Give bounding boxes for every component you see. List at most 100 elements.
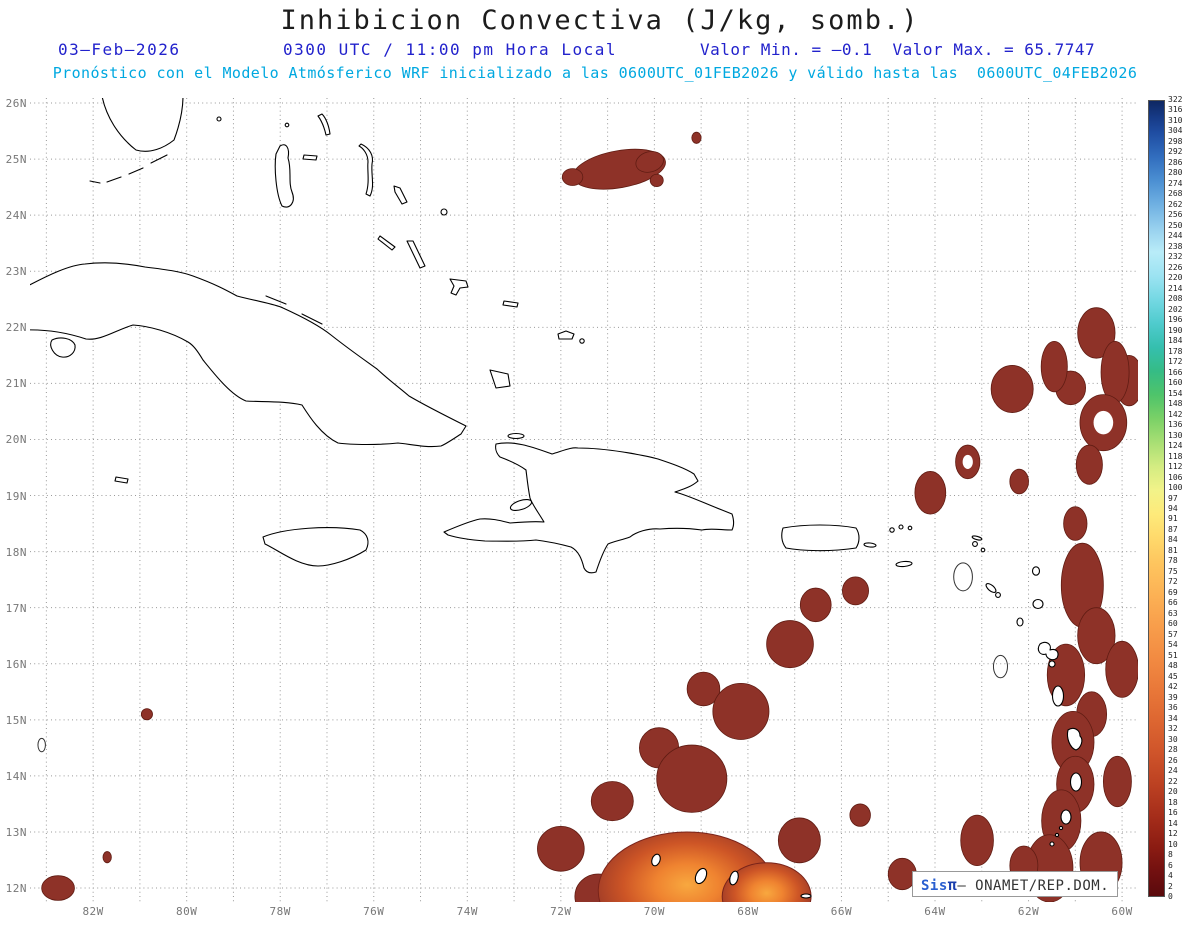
colorbar-tick-label: 154 <box>1168 388 1183 398</box>
colorbar-tick-label: 36 <box>1168 703 1178 713</box>
shaded-region <box>1075 444 1103 485</box>
colorbar-tick-label: 256 <box>1168 210 1183 220</box>
lat-tick-label: 16N <box>5 657 27 671</box>
colorbar-tick-label: 106 <box>1168 472 1183 482</box>
colorbar-tick-label: 196 <box>1168 315 1183 325</box>
shaded-region <box>1009 468 1029 495</box>
colorbar-tick-label: 84 <box>1168 535 1178 545</box>
lon-tick-label: 76W <box>363 905 385 918</box>
coastline-dominica <box>1051 685 1065 707</box>
colorbar-tick-label: 20 <box>1168 787 1178 797</box>
coastline-virgin-gorda <box>907 525 913 531</box>
shaded-region <box>537 825 585 872</box>
colorbar-tick-label: 286 <box>1168 157 1183 167</box>
min-max-values: Valor Min. = –0.1 Valor Max. = 65.7747 <box>700 40 1096 59</box>
shaded-region <box>656 744 728 813</box>
lat-tick-label: 13N <box>5 825 27 839</box>
colorbar-tick-label: 130 <box>1168 430 1183 440</box>
colorbar-tick-label: 226 <box>1168 262 1183 272</box>
shaded-region <box>102 851 112 864</box>
coastline-crooked-island <box>449 278 469 296</box>
shaded-region <box>691 131 702 144</box>
colorbar-tick-label: 184 <box>1168 336 1183 346</box>
colorbar-tick-label: 244 <box>1168 231 1183 241</box>
shaded-region <box>1077 607 1116 665</box>
coastline-jamaica <box>262 527 369 567</box>
lat-tick-label: 22N <box>5 321 27 335</box>
shaded-region <box>841 576 869 606</box>
colorbar-tick-label: 28 <box>1168 745 1178 755</box>
coastline-bimini <box>216 116 222 122</box>
lon-tick-label: 64W <box>924 905 946 918</box>
coastline-st-thomas <box>889 527 895 533</box>
colorbar-tick-label: 66 <box>1168 598 1178 608</box>
shaded-region <box>766 620 814 669</box>
colorbar-tick-label: 238 <box>1168 241 1183 251</box>
coastline-berry-islands <box>284 122 290 128</box>
colorbar-tick-label: 220 <box>1168 273 1183 283</box>
coastline-st-vincent <box>1060 809 1072 825</box>
colorbar-tick-label: 250 <box>1168 220 1183 230</box>
lat-tick-label: 14N <box>5 769 27 783</box>
colorbar-tick-label: 91 <box>1168 514 1178 524</box>
colorbar-tick-label: 166 <box>1168 367 1183 377</box>
coastline-grenadines-1 <box>1058 825 1064 831</box>
lon-tick-label: 78W <box>269 905 291 918</box>
shaded-region <box>561 168 584 186</box>
lat-tick-label: 15N <box>5 713 27 727</box>
colorbar-tick-label: 100 <box>1168 483 1183 492</box>
colorbar-tick-label: 48 <box>1168 661 1178 671</box>
colorbar-tick-label: 118 <box>1168 451 1183 461</box>
lat-tick-label: 17N <box>5 601 27 615</box>
coastline-st-martin <box>972 541 978 547</box>
coastline-st-barth <box>980 547 986 553</box>
coastline-new-providence <box>302 154 318 161</box>
coastline-tortuga <box>507 432 525 440</box>
coastline-grenadines-2 <box>1054 832 1060 838</box>
coastline-montserrat <box>1016 617 1024 627</box>
coastline-marie-galante <box>1048 660 1056 668</box>
colorbar-tick-label: 16 <box>1168 808 1178 818</box>
lon-tick-label: 68W <box>737 905 759 918</box>
colorbar-tick-label: 280 <box>1168 168 1183 178</box>
coastline-anguilla <box>971 535 983 541</box>
colorbar-tick-label: 274 <box>1168 178 1183 188</box>
colorbar-tick-label: 69 <box>1168 587 1178 597</box>
colorbar-tick-label: 72 <box>1168 577 1178 587</box>
colorbar-tick-label: 292 <box>1168 147 1183 157</box>
colorbar-tick-label: 232 <box>1168 252 1183 262</box>
colorbar-tick-label: 160 <box>1168 378 1183 388</box>
shaded-region <box>1040 340 1068 393</box>
shaded-region <box>712 682 770 740</box>
credit-sis: Sis <box>921 878 948 894</box>
colorbar-tick-label: 12 <box>1168 829 1178 839</box>
colorbar-tick-label: 45 <box>1168 671 1178 681</box>
coastline-san-salvador <box>440 208 448 216</box>
colorbar-tick-label: 136 <box>1168 420 1183 430</box>
coastline-barbuda <box>1031 566 1041 576</box>
coastline-andros <box>274 144 294 208</box>
coastline-vieques <box>863 542 877 548</box>
coastline-guadeloupe <box>1037 641 1059 661</box>
colorbar-tick-label: 322 <box>1168 95 1183 104</box>
lat-tick-label: 25N <box>5 153 27 167</box>
coastlines <box>30 98 1083 899</box>
contour-outline <box>992 654 1008 679</box>
coastline-st-croix <box>895 560 913 568</box>
colorbar-tick-label: 298 <box>1168 136 1183 146</box>
caribbean-map <box>30 98 1138 902</box>
colorbar-tick-label: 18 <box>1168 797 1178 807</box>
lon-tick-label: 62W <box>1017 905 1040 918</box>
shaded-region <box>799 587 832 623</box>
colorbar-tick-label: 2 <box>1168 881 1173 891</box>
coastline-los-roques <box>800 893 812 899</box>
lon-tick-label: 70W <box>643 905 666 918</box>
colorbar-tick-label: 10 <box>1168 839 1178 849</box>
shaded-region <box>649 173 664 187</box>
coastline-florida <box>101 98 184 152</box>
region-hole <box>1093 410 1114 435</box>
shaded-region <box>1105 640 1138 698</box>
shaded-region <box>777 817 821 864</box>
coastline-exuma <box>377 235 396 251</box>
